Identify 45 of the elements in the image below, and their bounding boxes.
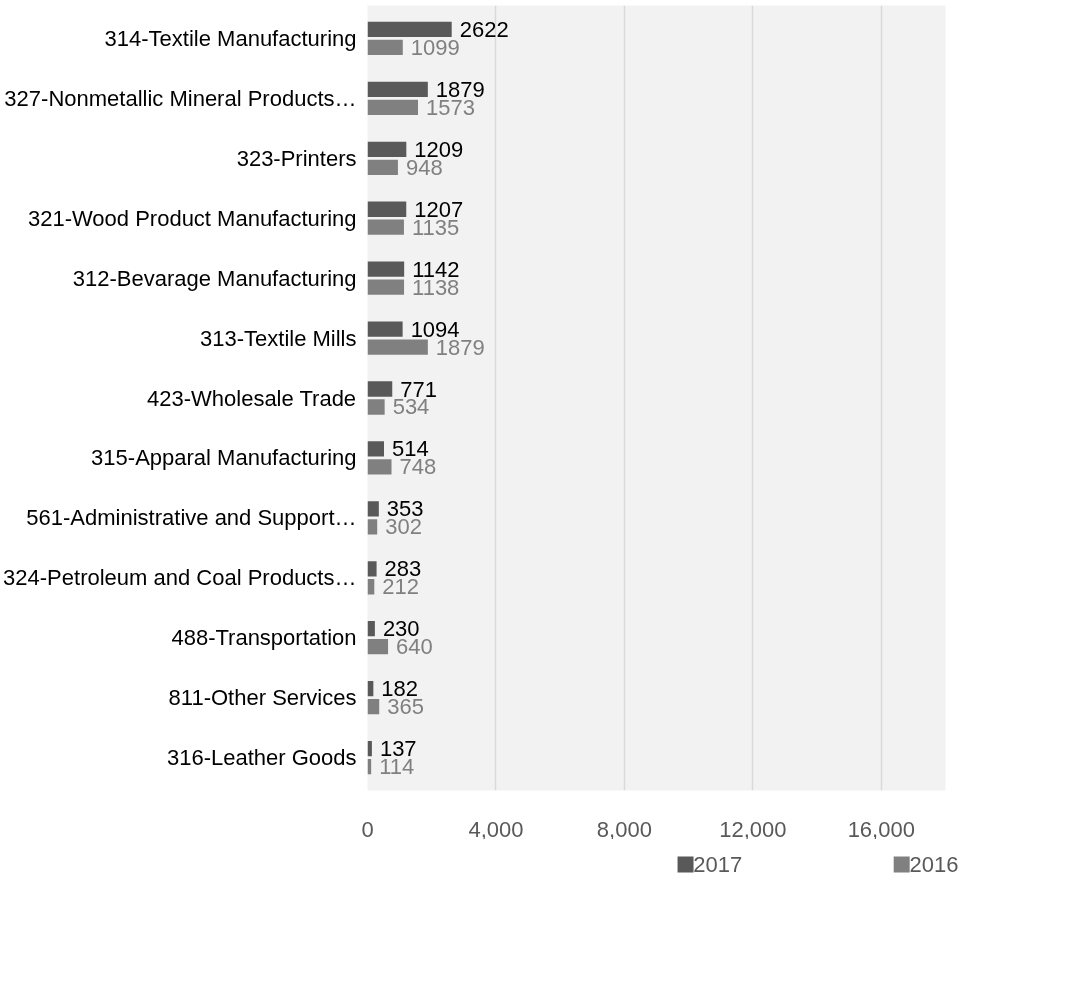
- bar: [367, 441, 385, 457]
- bar: [367, 519, 378, 535]
- bar: [367, 279, 405, 295]
- data-label: 2622: [459, 16, 509, 42]
- legend-label: 2017: [693, 852, 743, 877]
- y-tick-label: 312-Bevarage Manufacturing: [72, 265, 357, 291]
- y-tick-label: 313-Textile Mills: [200, 325, 357, 351]
- legend-label: 2016: [909, 852, 959, 877]
- x-tick-label: 12,000: [719, 816, 787, 842]
- y-tick-label: 316-Leather Goods: [166, 745, 357, 771]
- bar: [367, 39, 403, 56]
- bar: [367, 399, 385, 415]
- y-tick-label: 314-Textile Manufacturing: [104, 25, 357, 51]
- bar: [367, 21, 452, 38]
- y-tick-label: 315-Apparal Manufacturing: [91, 445, 357, 471]
- x-tick-label: 0: [361, 816, 374, 842]
- bar: [367, 201, 407, 217]
- bar: [367, 381, 393, 397]
- bar: [367, 501, 379, 517]
- bar: [367, 141, 407, 157]
- bar: [367, 561, 377, 577]
- x-tick-label: 4,000: [468, 816, 524, 842]
- bar: [367, 219, 404, 235]
- y-tick-label: 488-Transportation: [171, 625, 357, 651]
- bar: [367, 459, 392, 475]
- data-label: 1099: [410, 34, 460, 60]
- bar: [367, 621, 375, 637]
- y-tick-label: 327-Nonmetallic Mineral Products…: [4, 85, 357, 111]
- bar: [367, 339, 428, 355]
- bar: [367, 261, 405, 277]
- y-tick-label: 561-Administrative and Support…: [26, 505, 357, 531]
- y-tick-label: 423-Wholesale Trade: [146, 385, 357, 411]
- y-tick-label: 323-Printers: [236, 145, 357, 171]
- bar: [367, 740, 372, 757]
- bar: [367, 639, 389, 655]
- y-tick-label: 811-Other Services: [168, 685, 357, 711]
- y-tick-label: 324-Petroleum and Coal Products…: [3, 565, 357, 591]
- bar: [367, 159, 398, 175]
- bar: [367, 99, 419, 116]
- x-tick-label: 8,000: [596, 816, 652, 842]
- y-tick-label: 321-Wood Product Manufacturing: [27, 205, 357, 231]
- bar: [367, 321, 403, 337]
- bar: [367, 81, 428, 98]
- bar: [367, 698, 380, 715]
- x-tick-label: 16,000: [847, 816, 915, 842]
